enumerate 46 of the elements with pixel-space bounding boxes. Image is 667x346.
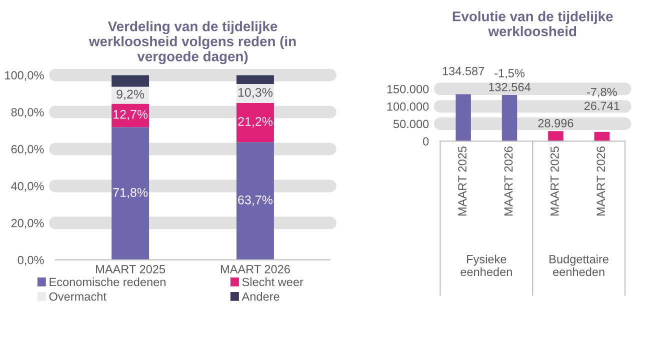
chart-title: Evolutie van de tijdelijke werkloosheid bbox=[452, 11, 613, 36]
bar bbox=[456, 94, 471, 142]
bar bbox=[112, 104, 150, 128]
annotation: -7,8% bbox=[586, 88, 617, 98]
chart-title: Verdeling van de tijdelijke werkloosheid volgens reden (in vergoede dagen) bbox=[88, 21, 296, 64]
x-tick-label: MAART 2026 bbox=[504, 146, 513, 216]
y-tick-label: 100,0% bbox=[5, 71, 44, 81]
y-tick-label: 0,0% bbox=[18, 256, 44, 266]
x-tick-label: MAART 2025 bbox=[550, 146, 559, 216]
bar bbox=[236, 75, 274, 84]
x-tick-label: MAART 2026 bbox=[220, 265, 290, 274]
data-label: 134.587 bbox=[442, 66, 484, 76]
bar bbox=[112, 75, 150, 87]
y-tick-label: 0 bbox=[423, 137, 429, 146]
data-label: 28.996 bbox=[538, 118, 574, 128]
x-tick-label: MAART 2026 bbox=[596, 146, 606, 216]
y-tick-label: 60,0% bbox=[11, 145, 44, 155]
y-tick-label: 50.000 bbox=[393, 120, 429, 128]
legend-label: Slecht weer bbox=[242, 278, 304, 286]
bar bbox=[594, 132, 610, 142]
text: -1,5% bbox=[494, 69, 525, 79]
y-tick-label: 20,0% bbox=[11, 218, 44, 229]
text: Fysieke eenheden bbox=[460, 254, 512, 276]
data-label: 26.741 bbox=[584, 102, 620, 110]
data-label: 132.564 bbox=[489, 82, 530, 92]
data-label: 10,3% bbox=[238, 88, 272, 98]
data-label: 71,8% bbox=[113, 188, 148, 198]
bar bbox=[548, 131, 564, 142]
y-tick-label: 80,0% bbox=[11, 108, 44, 118]
y-tick-label: 40,0% bbox=[11, 182, 44, 192]
legend-label: Overmacht bbox=[49, 292, 106, 301]
bar bbox=[112, 127, 150, 260]
bar bbox=[236, 142, 274, 260]
legend-label: Economische redenen bbox=[50, 278, 166, 286]
y-tick-label: 100.000 bbox=[387, 102, 429, 111]
data-label: 12,7% bbox=[114, 110, 148, 120]
text: Budgettaire eenheden bbox=[550, 254, 608, 276]
data-label: 9,2% bbox=[116, 90, 144, 100]
legend-label: Andere bbox=[242, 292, 280, 301]
x-tick-label: MAART 2025 bbox=[458, 146, 466, 216]
x-tick-label: MAART 2025 bbox=[96, 265, 166, 274]
y-tick-label: 150.000 bbox=[387, 84, 429, 94]
bar bbox=[502, 94, 518, 142]
data-label: 63,7% bbox=[238, 196, 272, 206]
bar bbox=[236, 102, 274, 142]
data-label: 21,2% bbox=[238, 117, 272, 128]
